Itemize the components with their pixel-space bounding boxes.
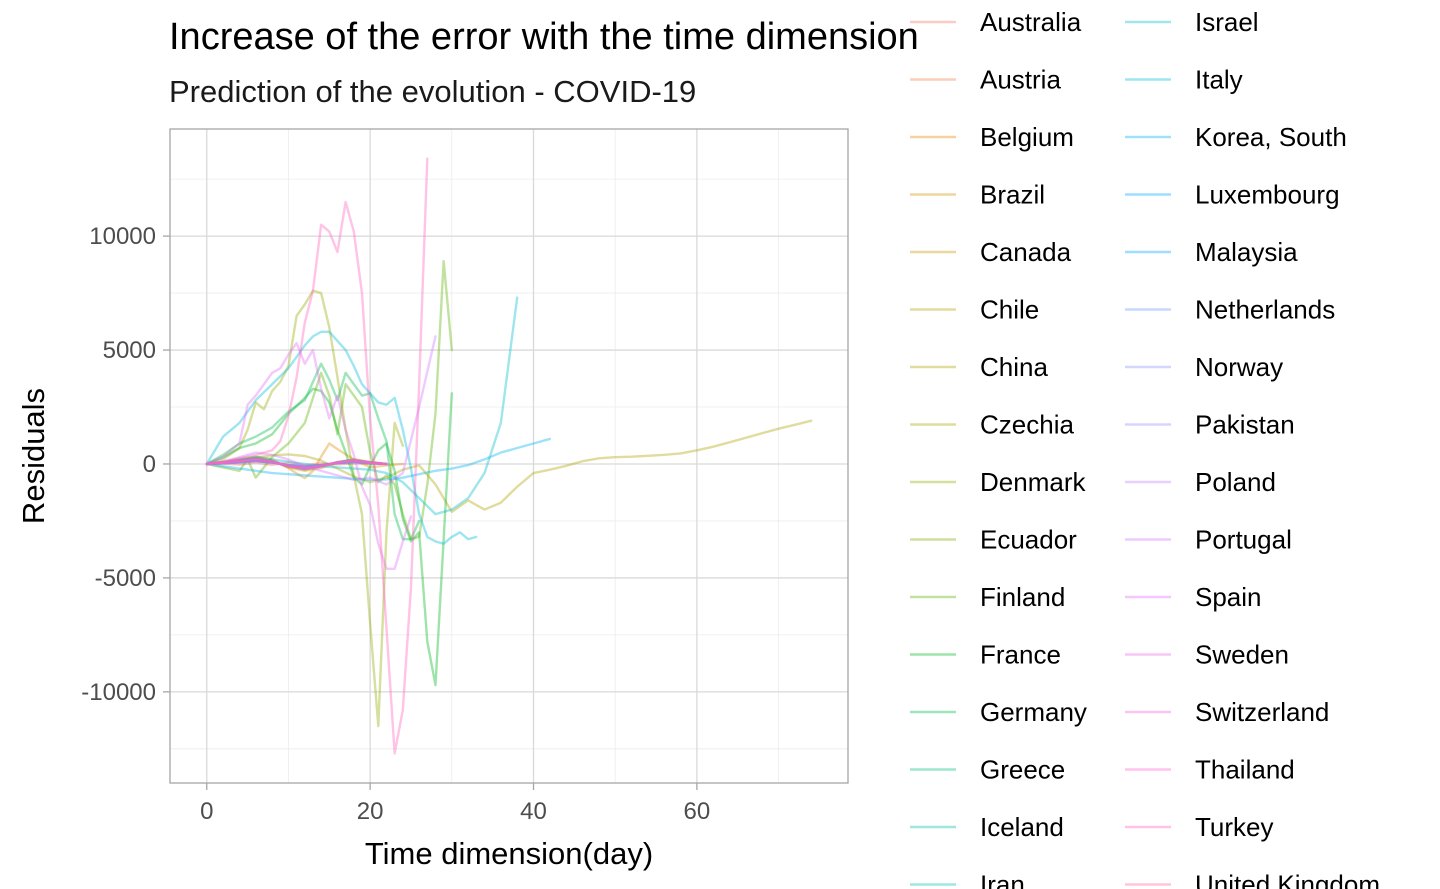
legend-label: Iceland [980, 812, 1064, 842]
series-line-1 [205, 456, 388, 472]
legend-label: Chile [980, 295, 1039, 325]
y-axis-title: Residuals [16, 388, 51, 524]
series-line-27 [205, 457, 388, 470]
series-line-10 [205, 259, 454, 541]
series-line-16 [205, 296, 519, 516]
series-line-8 [205, 289, 405, 728]
series-line-5 [205, 459, 388, 469]
x-tick-label: 40 [520, 798, 547, 825]
series-line-7 [205, 458, 388, 470]
series-line-12 [205, 362, 421, 541]
series-line-25 [205, 335, 437, 486]
legend-label: Belgium [980, 122, 1074, 152]
y-tick-label: 10000 [89, 223, 156, 250]
y-tick-label: -10000 [81, 679, 156, 706]
legend-label: Ecuador [980, 525, 1077, 555]
series-line-6 [205, 419, 813, 514]
series-line-18 [205, 437, 552, 482]
series-line-19 [205, 460, 388, 468]
legend-label: Luxembourg [1195, 180, 1340, 210]
legend-label: Poland [1195, 467, 1276, 497]
legend-label: Norway [1195, 352, 1283, 382]
legend-label: Austria [980, 65, 1061, 95]
plot-panel [169, 128, 849, 784]
series-line-4 [205, 456, 388, 473]
series-line-14 [205, 459, 388, 468]
series-line-15 [205, 457, 388, 471]
axes: 0 20 40 60 -10000 -5000 0 5000 10000 [81, 223, 710, 825]
chart-subtitle: Prediction of the evolution - COVID-19 [169, 74, 696, 109]
legend-label: Korea, South [1195, 122, 1347, 152]
legend-label: Italy [1195, 65, 1243, 95]
legend-label: Australia [980, 7, 1082, 37]
legend-label: Turkey [1195, 812, 1274, 842]
series-line-17 [205, 330, 478, 545]
legend-label: Malaysia [1195, 237, 1298, 267]
legend-label: United Kingdom [1195, 870, 1380, 889]
series-line-26 [205, 342, 413, 570]
legend-label: Israel [1195, 7, 1259, 37]
series-line-2 [205, 442, 405, 480]
series-line-21 [205, 457, 388, 471]
legend-label: Czechia [980, 410, 1074, 440]
series-line-22 [205, 459, 388, 469]
y-tick-label: 0 [143, 451, 156, 478]
x-tick-label: 20 [357, 798, 384, 825]
legend-label: Portugal [1195, 525, 1292, 555]
series-lines [205, 157, 813, 755]
legend-label: Pakistan [1195, 410, 1295, 440]
series-line-30 [205, 157, 429, 755]
series-line-11 [205, 387, 454, 687]
legend-label: China [980, 352, 1048, 382]
series-line-20 [205, 459, 388, 469]
legend: Australia Austria Belgium Brazil Canada Chile… [910, 7, 1380, 889]
series-line-28 [205, 457, 388, 470]
chart-title: Increase of the error with the time dime… [169, 16, 919, 58]
x-axis-title: Time dimension(day) [365, 836, 653, 871]
legend-label: Spain [1195, 582, 1262, 612]
x-tick-label: 0 [200, 798, 213, 825]
legend-label: Sweden [1195, 640, 1289, 670]
legend-label: Thailand [1195, 755, 1295, 785]
legend-label: Denmark [980, 467, 1086, 497]
grid [170, 129, 848, 783]
y-tick-label: 5000 [103, 337, 156, 364]
legend-label: France [980, 640, 1061, 670]
series-line-23 [205, 458, 388, 470]
x-tick-label: 60 [684, 798, 711, 825]
series-line-3 [205, 458, 388, 469]
legend-label: Netherlands [1195, 295, 1335, 325]
series-line-13 [205, 458, 388, 469]
series-line-31 [205, 457, 388, 470]
legend-label: Greece [980, 755, 1065, 785]
series-line-29 [205, 460, 388, 468]
legend-label: Iran [980, 870, 1025, 889]
legend-label: Switzerland [1195, 697, 1329, 727]
legend-label: Brazil [980, 180, 1045, 210]
legend-label: Canada [980, 237, 1072, 267]
legend-label: Germany [980, 697, 1087, 727]
series-line-9 [205, 457, 388, 470]
series-line-0 [205, 460, 372, 467]
series-line-24 [205, 458, 388, 470]
legend-label: Finland [980, 582, 1065, 612]
y-tick-label: -5000 [95, 565, 156, 592]
